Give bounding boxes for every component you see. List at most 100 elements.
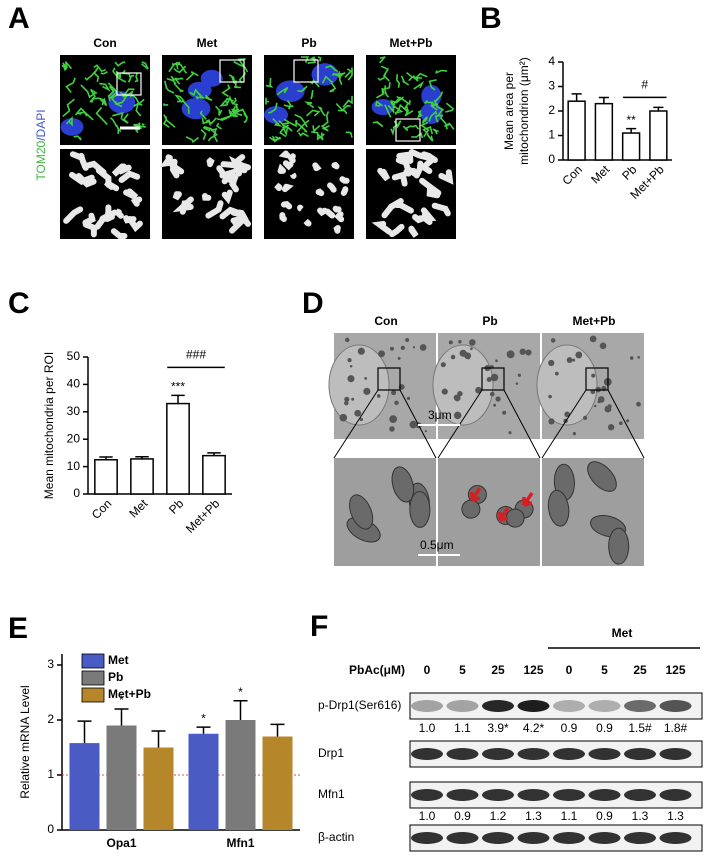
- quant-label: 1.2: [490, 809, 507, 823]
- tem-mito: [349, 494, 374, 530]
- panel-letter: E: [8, 612, 28, 645]
- error-bar: [233, 700, 248, 720]
- band: [659, 789, 692, 801]
- band: [482, 789, 514, 801]
- y-tick-label: 0: [73, 486, 80, 500]
- mitochondria: [109, 117, 122, 133]
- mitochondria-zoom: [179, 200, 191, 215]
- bar: [567, 100, 586, 161]
- mitochondria: [164, 80, 175, 94]
- mitochondria: [294, 113, 308, 128]
- tem-organelle: [389, 415, 398, 424]
- mitochondria: [439, 114, 448, 130]
- band: [482, 748, 514, 760]
- tem-organelle: [489, 391, 495, 397]
- mitochondria: [406, 72, 414, 81]
- band: [624, 832, 656, 844]
- mitochondria: [215, 105, 223, 116]
- tem-organelle: [347, 358, 352, 363]
- zoom-box: [481, 367, 505, 391]
- dose-label: 25: [491, 663, 505, 677]
- nucleus: [181, 97, 211, 120]
- mitochondria: [221, 84, 231, 98]
- mitochondria: [311, 130, 325, 141]
- tem-organelle: [424, 429, 427, 433]
- legend-swatch: [81, 687, 105, 703]
- mitochondria-zoom: [123, 188, 139, 200]
- band: [446, 832, 479, 844]
- significance: *: [119, 693, 124, 707]
- panel-letter: A: [8, 2, 30, 35]
- tem-organelle: [572, 358, 576, 362]
- mitochondria: [409, 124, 420, 130]
- quant-label: 4.2*: [523, 721, 545, 735]
- mitochondria: [231, 97, 239, 106]
- mitochondria: [112, 67, 127, 83]
- mitochondria-zoom: [274, 182, 283, 192]
- tem-organelle: [394, 400, 399, 406]
- quant-label: 0.9: [561, 721, 578, 735]
- mitochondria: [65, 77, 76, 94]
- column-label: Con: [93, 36, 116, 50]
- mitochondria: [345, 131, 353, 138]
- mitochondria: [162, 114, 170, 128]
- tem-organelle: [349, 365, 353, 368]
- mitochondria: [347, 67, 353, 81]
- y-axis-label: Relative mRNA Level: [18, 685, 32, 798]
- tem-organelle: [458, 340, 462, 344]
- band: [517, 748, 550, 760]
- arrow: [498, 507, 510, 522]
- bar: [225, 720, 256, 830]
- tem-organelle: [495, 359, 498, 363]
- y-tick-label: 0: [47, 822, 54, 836]
- mitochondria-zoom: [118, 170, 141, 183]
- mitochondria: [390, 96, 402, 106]
- tem-mito: [391, 466, 415, 503]
- mitochondria: [435, 69, 448, 75]
- mitochondria: [237, 58, 246, 67]
- mitochondria: [61, 63, 68, 71]
- tem-organelle: [457, 391, 463, 397]
- error-bar: [207, 452, 221, 456]
- band: [659, 748, 692, 760]
- quant-label: 1.1: [454, 721, 471, 735]
- mitochondria-zoom: [75, 173, 97, 188]
- tem-mito: [547, 489, 570, 527]
- tem-organelle: [344, 400, 349, 406]
- mitochondria: [317, 105, 326, 117]
- tem-organelle: [378, 350, 385, 358]
- bar: [143, 747, 174, 830]
- y-axis-label: Mean area per: [502, 72, 516, 150]
- mitochondria-zoom: [281, 183, 294, 193]
- error-bar: [171, 394, 185, 404]
- mitochondria: [421, 116, 428, 124]
- y-tick-label: 2: [548, 103, 555, 117]
- error-bar: [77, 720, 92, 744]
- tem-organelle: [347, 375, 355, 383]
- tem-organelle: [357, 347, 365, 355]
- mitochondria-zoom: [402, 157, 419, 178]
- mitochondria: [411, 131, 424, 139]
- mitochondria-zoom: [408, 149, 433, 162]
- mitochondria: [412, 75, 422, 82]
- error-bar: [626, 127, 637, 134]
- mitochondria: [304, 101, 315, 109]
- dose-label: 125: [665, 663, 685, 677]
- tem-organelle: [376, 394, 381, 398]
- tem-organelle: [359, 417, 363, 422]
- y-axis-label: mitochondrion (μm²): [517, 57, 531, 165]
- legend-label: Met+Pb: [108, 687, 151, 701]
- mitochondria: [99, 82, 111, 92]
- mitochondria: [426, 133, 434, 142]
- mitochondria: [175, 63, 188, 74]
- tem-organelle: [486, 376, 492, 383]
- mitochondria: [390, 125, 396, 136]
- x-tick-label: Con: [560, 162, 585, 187]
- mitochondria-zoom: [312, 162, 322, 172]
- mitochondria: [380, 65, 390, 82]
- tem-organelle: [344, 396, 350, 402]
- tem-organelle: [454, 394, 461, 402]
- mitochondria-zoom: [371, 220, 393, 235]
- mitochondria: [413, 81, 425, 90]
- mitochondria-zoom: [377, 167, 391, 182]
